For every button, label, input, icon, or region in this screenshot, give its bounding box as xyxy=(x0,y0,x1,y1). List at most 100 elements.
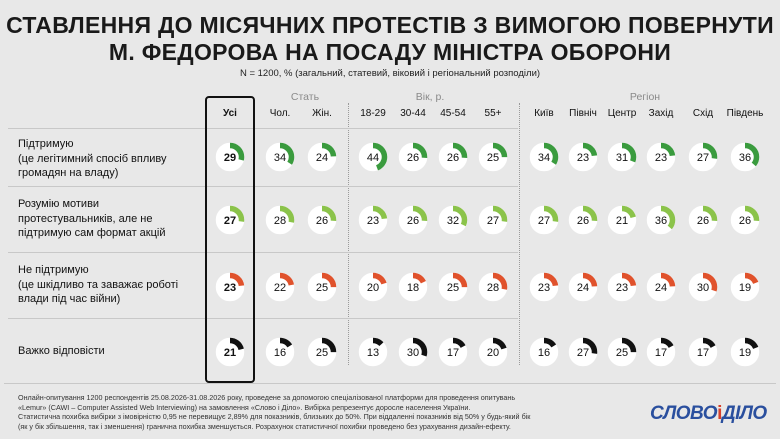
logo-text-left: СЛОВО xyxy=(650,403,718,424)
donut-value-label: 24 xyxy=(316,152,328,164)
row-divider-top xyxy=(8,128,518,129)
donut-arc xyxy=(265,142,295,172)
donut-mark: 28 xyxy=(478,272,508,302)
donut-value-label: 26 xyxy=(697,215,709,227)
donut-arc xyxy=(607,142,637,172)
donut-arc xyxy=(398,337,428,367)
donut-arc xyxy=(607,272,637,302)
column-label: Усі xyxy=(223,108,237,119)
donut-arc xyxy=(688,272,718,302)
donut-arc xyxy=(215,205,245,235)
donut-arc xyxy=(398,205,428,235)
donut-value-label: 17 xyxy=(655,347,667,359)
donut-mark: 22 xyxy=(265,272,295,302)
donut-arc xyxy=(307,205,337,235)
donut-value-label: 26 xyxy=(316,215,328,227)
donut-value-label: 23 xyxy=(367,215,379,227)
column-label: 30-44 xyxy=(400,108,426,119)
column-label: Центр xyxy=(607,108,637,119)
donut-value-label: 23 xyxy=(616,282,628,294)
donut-mark: 32 xyxy=(438,205,468,235)
donut-mark: 27 xyxy=(568,337,598,367)
row-label-line: підтримую сам формат акцій xyxy=(18,227,166,239)
footer-line-2: «Lemur» (CAWI – Computer Assisted Web In… xyxy=(18,402,471,412)
donut-arc xyxy=(307,337,337,367)
donut-mark: 13 xyxy=(358,337,388,367)
donut-value-label: 27 xyxy=(224,215,236,227)
donut-value-label: 13 xyxy=(367,347,379,359)
donut-mark: 30 xyxy=(398,337,428,367)
donut-arc xyxy=(568,205,598,235)
column-label: Схід xyxy=(692,108,714,119)
donut-mark: 28 xyxy=(265,205,295,235)
donut-arc xyxy=(730,337,760,367)
donut-value-label: 23 xyxy=(538,282,550,294)
donut-mark: 44 xyxy=(358,142,388,172)
donut-arc xyxy=(438,337,468,367)
column-label: Захід xyxy=(648,108,674,119)
donut-value-label: 27 xyxy=(577,347,589,359)
donut-mark: 17 xyxy=(646,337,676,367)
donut-value-label: 30 xyxy=(697,282,709,294)
donut-arc xyxy=(529,205,559,235)
donut-arc xyxy=(478,205,508,235)
title-line-1: СТАВЛЕННЯ ДО МІСЯЧНИХ ПРОТЕСТІВ З ВИМОГО… xyxy=(6,12,774,38)
donut-mark: 27 xyxy=(478,205,508,235)
donut-arc xyxy=(568,272,598,302)
row-label-line: Підтримую xyxy=(18,138,74,150)
donut-arc xyxy=(730,205,760,235)
donut-mark: 26 xyxy=(730,205,760,235)
row-label-line: протестувальників, але не xyxy=(18,212,153,225)
donut-arc xyxy=(307,142,337,172)
donut-arc xyxy=(529,272,559,302)
column-label: Київ xyxy=(534,108,554,119)
donut-value-label: 21 xyxy=(224,347,236,359)
donut-value-label: 26 xyxy=(739,215,751,227)
donut-mark: 17 xyxy=(438,337,468,367)
donut-mark: 23 xyxy=(358,205,388,235)
donut-mark: 19 xyxy=(730,272,760,302)
column-label: 55+ xyxy=(484,108,502,119)
donut-mark: 25 xyxy=(607,337,637,367)
donut-arc xyxy=(358,142,388,172)
row-label-line: громадян на владу) xyxy=(18,167,119,179)
donut-value-label: 24 xyxy=(655,282,667,294)
row-label-line: (це легітимний спосіб впливу xyxy=(18,152,167,165)
donut-value-label: 25 xyxy=(316,347,328,359)
donut-value-label: 17 xyxy=(697,347,709,359)
donut-arc xyxy=(478,142,508,172)
donut-value-label: 21 xyxy=(616,215,628,227)
donut-value-label: 32 xyxy=(447,215,459,227)
row-label-line: Не підтримую xyxy=(18,264,89,276)
donut-mark: 30 xyxy=(688,272,718,302)
donut-mark: 23 xyxy=(215,272,245,302)
donut-arc xyxy=(478,272,508,302)
donut-value-label: 20 xyxy=(367,282,379,294)
donut-arc xyxy=(307,272,337,302)
donut-arc xyxy=(398,142,428,172)
donut-arc xyxy=(688,142,718,172)
donut-mark: 16 xyxy=(265,337,295,367)
chart-title: СТАВЛЕННЯ ДО МІСЯЧНИХ ПРОТЕСТІВ З ВИМОГО… xyxy=(0,12,780,66)
row-label-line: (це шкідливо та заважає роботі xyxy=(18,278,179,291)
donut-mark: 25 xyxy=(307,272,337,302)
donut-arc xyxy=(646,337,676,367)
donut-mark: 25 xyxy=(307,337,337,367)
donut-mark: 36 xyxy=(730,142,760,172)
donut-mark: 26 xyxy=(568,205,598,235)
methodology-footer: Онлайн-опитування 1200 респондентів 25.0… xyxy=(18,393,618,431)
donut-mark: 25 xyxy=(438,272,468,302)
donut-mark: 36 xyxy=(646,205,676,235)
donut-arc xyxy=(215,272,245,302)
donut-value-label: 19 xyxy=(739,282,751,294)
donut-mark: 27 xyxy=(688,142,718,172)
row-label: Підтримую (це легітимний спосіб впливу гро… xyxy=(18,137,218,181)
donut-arc xyxy=(646,142,676,172)
donut-arc xyxy=(215,337,245,367)
donut-arc xyxy=(529,142,559,172)
row-divider-3 xyxy=(8,318,518,319)
row-label: Не підтримую (це шкідливо та заважає робо… xyxy=(18,263,218,307)
donut-arc xyxy=(730,272,760,302)
group-label-region: Регіон xyxy=(629,91,661,103)
donut-value-label: 16 xyxy=(538,347,550,359)
